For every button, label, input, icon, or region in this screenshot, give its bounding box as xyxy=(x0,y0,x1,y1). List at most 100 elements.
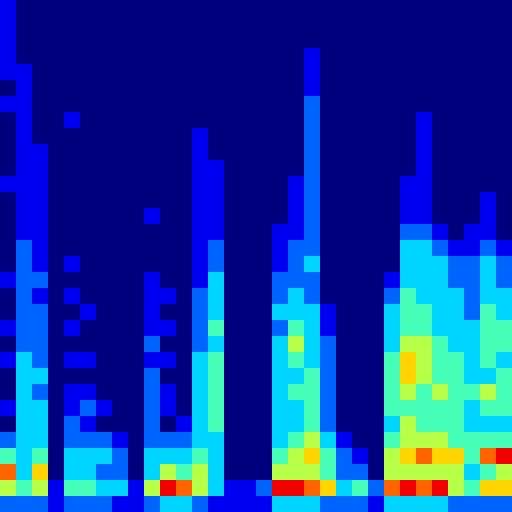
heatmap-cell xyxy=(48,240,64,256)
heatmap-cell xyxy=(208,112,224,128)
heatmap-cell xyxy=(464,176,480,192)
heatmap-cell xyxy=(160,304,176,320)
heatmap-cell xyxy=(288,400,304,416)
heatmap-cell xyxy=(192,112,208,128)
heatmap-cell xyxy=(176,224,192,240)
heatmap-cell xyxy=(96,432,112,448)
heatmap-cell xyxy=(96,64,112,80)
heatmap-cell xyxy=(112,448,128,464)
heatmap-cell xyxy=(496,368,512,384)
heatmap-cell xyxy=(304,64,320,80)
heatmap-cell xyxy=(368,96,384,112)
heatmap-cell xyxy=(192,352,208,368)
heatmap-cell xyxy=(368,448,384,464)
heatmap-cell xyxy=(144,96,160,112)
heatmap-cell xyxy=(352,208,368,224)
heatmap-cell xyxy=(416,0,432,16)
heatmap-cell xyxy=(256,368,272,384)
heatmap-cell xyxy=(208,288,224,304)
heatmap-cell xyxy=(400,384,416,400)
heatmap-cell xyxy=(0,480,16,496)
heatmap-cell xyxy=(480,16,496,32)
heatmap-cell xyxy=(32,48,48,64)
heatmap-cell xyxy=(272,48,288,64)
heatmap-cell xyxy=(176,112,192,128)
heatmap-cell xyxy=(416,128,432,144)
heatmap-cell xyxy=(368,336,384,352)
heatmap-cell xyxy=(304,464,320,480)
heatmap-cell xyxy=(160,384,176,400)
heatmap-cell xyxy=(112,272,128,288)
heatmap-cell xyxy=(464,416,480,432)
heatmap-cell xyxy=(320,0,336,16)
heatmap-cell xyxy=(96,496,112,512)
heatmap-cell xyxy=(192,416,208,432)
heatmap-cell xyxy=(112,160,128,176)
heatmap-cell xyxy=(144,0,160,16)
heatmap-cell xyxy=(496,448,512,464)
heatmap-cell xyxy=(400,496,416,512)
heatmap-cell xyxy=(96,96,112,112)
heatmap-cell xyxy=(96,464,112,480)
heatmap-cell xyxy=(160,352,176,368)
heatmap-cell xyxy=(368,384,384,400)
heatmap-cell xyxy=(176,496,192,512)
heatmap-cell xyxy=(352,192,368,208)
heatmap-cell xyxy=(176,304,192,320)
heatmap-cell xyxy=(464,32,480,48)
heatmap-cell xyxy=(80,400,96,416)
heatmap-cell xyxy=(384,80,400,96)
heatmap-cell xyxy=(176,128,192,144)
heatmap-cell xyxy=(64,288,80,304)
heatmap-cell xyxy=(160,496,176,512)
heatmap-cell xyxy=(288,304,304,320)
heatmap-cell xyxy=(432,176,448,192)
heatmap-cell xyxy=(32,384,48,400)
heatmap-cell xyxy=(432,32,448,48)
heatmap-cell xyxy=(352,240,368,256)
heatmap-cell xyxy=(16,464,32,480)
heatmap-cell xyxy=(144,160,160,176)
heatmap-cell xyxy=(352,96,368,112)
heatmap-cell xyxy=(80,0,96,16)
heatmap-cell xyxy=(336,48,352,64)
heatmap-cell xyxy=(80,112,96,128)
heatmap-cell xyxy=(336,480,352,496)
heatmap-cell xyxy=(240,480,256,496)
heatmap-cell xyxy=(48,288,64,304)
heatmap-cell xyxy=(256,176,272,192)
heatmap-cell xyxy=(160,400,176,416)
heatmap-cell xyxy=(256,112,272,128)
heatmap-cell xyxy=(352,112,368,128)
heatmap-cell xyxy=(304,160,320,176)
heatmap-cell xyxy=(480,320,496,336)
heatmap-cell xyxy=(240,144,256,160)
heatmap-cell xyxy=(416,160,432,176)
heatmap-cell xyxy=(464,144,480,160)
heatmap-cell xyxy=(320,96,336,112)
heatmap-cell xyxy=(16,192,32,208)
heatmap-cell xyxy=(208,384,224,400)
heatmap-cell xyxy=(80,272,96,288)
heatmap-cell xyxy=(304,496,320,512)
heatmap-cell xyxy=(192,128,208,144)
heatmap-cell xyxy=(480,256,496,272)
heatmap-cell xyxy=(224,480,240,496)
heatmap-cell xyxy=(80,416,96,432)
heatmap-cell xyxy=(448,256,464,272)
heatmap-cell xyxy=(208,448,224,464)
heatmap-cell xyxy=(96,128,112,144)
heatmap-cell xyxy=(240,416,256,432)
heatmap-cell xyxy=(448,464,464,480)
heatmap-cell xyxy=(224,256,240,272)
heatmap-cell xyxy=(384,160,400,176)
heatmap-cell xyxy=(144,288,160,304)
heatmap-cell xyxy=(256,160,272,176)
heatmap-cell xyxy=(464,240,480,256)
heatmap-cell xyxy=(336,288,352,304)
heatmap-cell xyxy=(256,224,272,240)
heatmap-cell xyxy=(240,0,256,16)
heatmap-cell xyxy=(384,144,400,160)
heatmap-cell xyxy=(48,224,64,240)
heatmap-cell xyxy=(112,256,128,272)
